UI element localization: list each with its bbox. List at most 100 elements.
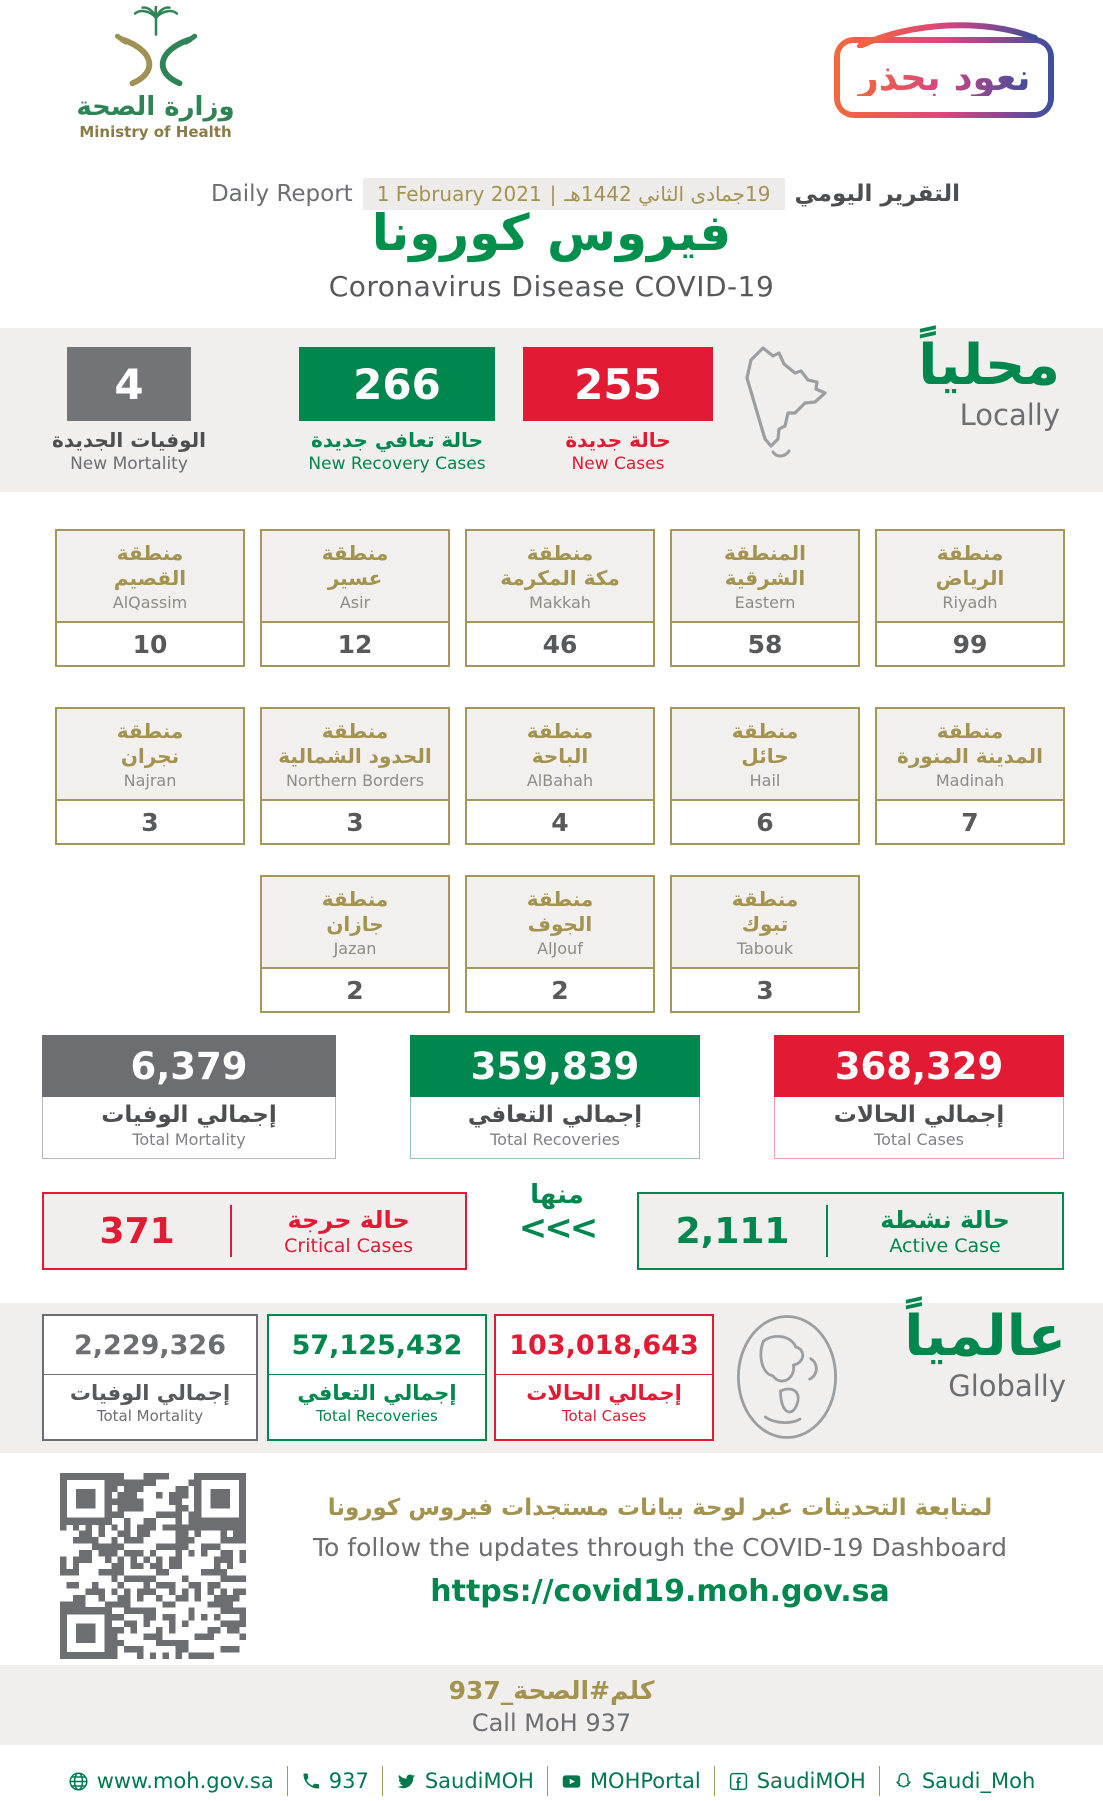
global-mortality-label-en: Total Mortality [96, 1407, 204, 1425]
footer-item-youtube[interactable]: MOHPortal [548, 1769, 714, 1793]
report-date-separator: | [549, 182, 557, 206]
region-ar-line1: منطقة [731, 718, 799, 743]
page-title-ar: فيروس كورونا [371, 204, 732, 262]
region-card-madinah: منطقة المدينة المنورة Madinah 7 [875, 707, 1065, 845]
new-recoveries-stat: 266 حالة تعافي جديدة New Recovery Cases [287, 347, 507, 474]
region-card-tabouk: منطقة تبوك Tabouk 3 [670, 875, 860, 1013]
new-recoveries-value: 266 [299, 347, 495, 421]
region-value: 6 [756, 807, 774, 837]
divider [713, 1766, 715, 1796]
region-card-aljouf: منطقة الجوف AlJouf 2 [465, 875, 655, 1013]
region-card-riyadh: منطقة الرياض Riyadh 99 [875, 529, 1065, 667]
footer-item-facebook[interactable]: SaudiMOH [715, 1769, 879, 1793]
new-mortality-value: 4 [67, 347, 191, 421]
global-recoveries-value: 57,125,432 [269, 1316, 485, 1375]
footer-item-phone[interactable]: 937 [288, 1769, 382, 1793]
global-cases-label-ar: إجمالي الحالات [526, 1381, 682, 1405]
divider [230, 1205, 233, 1257]
report-date-gregorian: 1 February 2021 [376, 182, 542, 206]
global-cases-box: 103,018,643 إجمالي الحالات Total Cases [494, 1314, 714, 1441]
dashboard-note-ar: لمتابعة التحديثات عبر لوحة بيانات مستجدا… [327, 1495, 993, 1521]
moh-logo: وزارة الصحة Ministry of Health [48, 4, 263, 141]
region-ar-line1: منطقة [321, 886, 389, 911]
region-en: AlQassim [112, 592, 188, 612]
region-ar-line2: جازان [326, 911, 384, 936]
new-mortality-label-ar: الوفيات الجديدة [52, 428, 206, 452]
region-en: AlJouf [537, 938, 583, 958]
globally-heading-en: Globally [948, 1369, 1066, 1404]
region-ar-line1: منطقة [321, 540, 389, 565]
region-ar-line1: منطقة [936, 718, 1004, 743]
call-moh-section: كلم#الصحة_937 Call MoH 937 [0, 1665, 1103, 1745]
phone-icon [301, 1771, 321, 1791]
region-en: Madinah [935, 770, 1005, 790]
footer-item-snapchat[interactable]: Saudi_Moh [880, 1769, 1048, 1793]
region-en: Eastern [734, 592, 796, 612]
global-cases-value: 103,018,643 [496, 1316, 712, 1375]
qr-code [59, 1472, 247, 1660]
region-value: 2 [551, 975, 569, 1005]
globally-heading: عالمياً Globally [904, 1304, 1066, 1404]
critical-cases-label-en: Critical Cases [284, 1234, 414, 1257]
youtube-icon [561, 1771, 582, 1792]
global-recoveries-label-en: Total Recoveries [316, 1407, 438, 1425]
globe-icon [68, 1771, 89, 1792]
critical-cases-box: 371 حالة حرجة Critical Cases [42, 1192, 467, 1270]
divider [286, 1766, 288, 1796]
region-en: Hail [749, 770, 781, 790]
region-value: 58 [747, 629, 783, 659]
region-ar-line1: منطقة [731, 886, 799, 911]
total-cases-label-ar: إجمالي الحالات [833, 1102, 1005, 1128]
region-ar-line1: منطقة [526, 886, 594, 911]
global-recoveries-label-ar: إجمالي التعافي [297, 1381, 457, 1405]
locally-heading-en: Locally [959, 398, 1060, 433]
region-ar-line2: المدينة المنورة [897, 743, 1043, 768]
badge-text: نعود بحذر [857, 56, 1031, 99]
dashboard-url-link[interactable]: https://covid19.moh.gov.sa [430, 1574, 890, 1609]
region-card-makkah: منطقة مكة المكرمة Makkah 46 [465, 529, 655, 667]
global-mortality-label-ar: إجمالي الوفيات [69, 1381, 231, 1405]
region-card-albahah: منطقة الباحة AlBahah 4 [465, 707, 655, 845]
region-ar-line2: تبوك [741, 911, 789, 936]
total-mortality-value: 6,379 [42, 1035, 336, 1097]
region-en: Riyadh [942, 592, 998, 612]
saudi-map-icon [745, 346, 827, 458]
divider [878, 1766, 880, 1796]
region-en: AlBahah [526, 770, 594, 790]
new-mortality-label-en: New Mortality [70, 454, 188, 474]
region-en: Najran [123, 770, 177, 790]
region-row-2: منطقة نجران Najran 3 منطقة الحدود الشمالية N… [55, 707, 1065, 845]
region-ar-line2: الرياض [935, 565, 1005, 590]
total-mortality-box: 6,379 إجمالي الوفيات Total Mortality [42, 1035, 336, 1159]
total-cases-label-en: Total Cases [874, 1130, 964, 1149]
region-ar-line1: منطقة [526, 540, 594, 565]
new-cases-value: 255 [523, 347, 713, 421]
of-which-label-ar: منها [530, 1180, 584, 1210]
new-cases-label-en: New Cases [571, 454, 665, 474]
active-cases-value: 2,111 [675, 1210, 790, 1252]
global-mortality-box: 2,229,326 إجمالي الوفيات Total Mortality [42, 1314, 258, 1441]
region-value: 3 [346, 807, 364, 837]
report-header-row: Daily Report 19جمادى الثاني 1442هـ | 1 F… [34, 178, 1103, 210]
region-row-1: منطقة القصيم AlQassim 10 منطقة عسير Asir 12 … [55, 529, 1065, 667]
region-card-alqassim: منطقة القصيم AlQassim 10 [55, 529, 245, 667]
region-ar-line2: القصيم [113, 565, 187, 590]
region-ar-line2: الشرقية [724, 565, 806, 590]
footer-item-website[interactable]: www.moh.gov.sa [55, 1769, 287, 1793]
total-recoveries-box: 359,839 إجمالي التعافي Total Recoveries [410, 1035, 700, 1159]
snapchat-icon [893, 1771, 914, 1792]
region-ar-line2: نجران [120, 743, 180, 768]
region-en: Tabouk [736, 938, 794, 958]
report-label-ar: التقرير اليومي [794, 181, 961, 207]
call-hashtag-ar: كلم#الصحة_937 [448, 1676, 655, 1705]
return-with-caution-badge: نعود بحذر [834, 37, 1054, 118]
region-ar-line1: منطقة [116, 540, 184, 565]
region-card-jazan: منطقة جازان Jazan 2 [260, 875, 450, 1013]
new-cases-stat: 255 حالة جديدة New Cases [515, 347, 721, 474]
new-recoveries-label-ar: حالة تعافي جديدة [311, 428, 483, 452]
of-which-connector: منها <<< [487, 1180, 627, 1245]
critical-cases-value: 371 [99, 1210, 175, 1252]
region-value: 10 [132, 629, 168, 659]
footer-item-twitter[interactable]: SaudiMOH [383, 1769, 547, 1793]
